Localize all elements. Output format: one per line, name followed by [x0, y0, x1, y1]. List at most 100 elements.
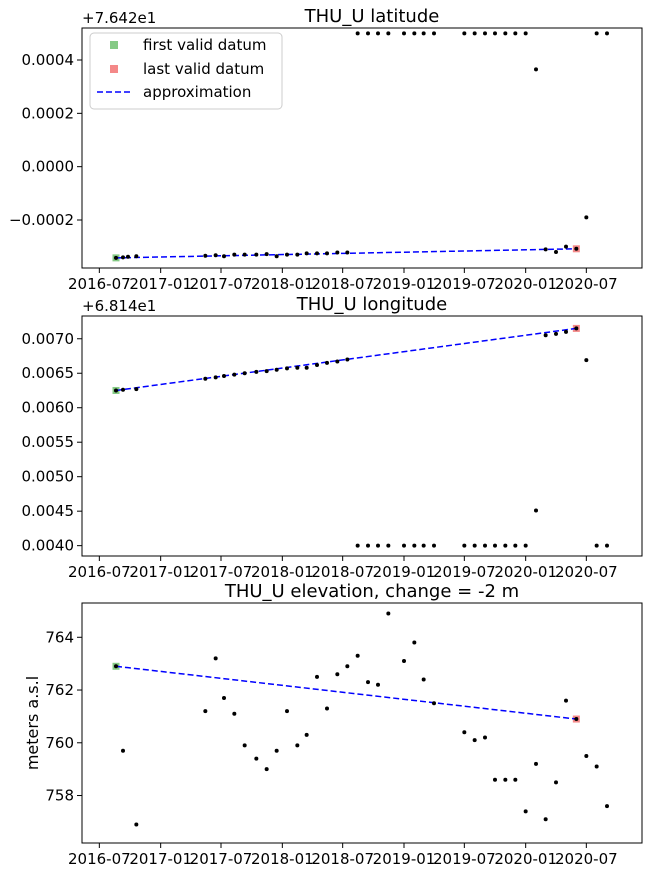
data-point — [432, 701, 436, 706]
data-point — [242, 743, 247, 748]
axes-frame — [81, 602, 643, 844]
y-tick-label: 0.0000 — [22, 158, 75, 176]
x-tick-label: 2019-01 — [373, 275, 436, 293]
data-point — [134, 254, 139, 259]
data-point — [574, 326, 579, 331]
data-point — [594, 764, 599, 769]
data-point — [483, 543, 487, 548]
data-point — [304, 365, 309, 370]
data-point — [335, 672, 340, 677]
chart-title: THU_U longitude — [296, 294, 447, 315]
x-tick-label: 2018-07 — [311, 275, 374, 293]
data-point — [523, 543, 528, 548]
data-point — [242, 252, 247, 257]
data-point — [232, 372, 237, 377]
data-point — [285, 366, 289, 371]
data-point — [134, 387, 139, 392]
data-point — [304, 732, 309, 737]
data-point — [402, 659, 406, 664]
data-point — [315, 362, 319, 367]
data-point — [421, 31, 426, 36]
data-point — [554, 250, 558, 254]
data-point — [213, 656, 218, 661]
data-point — [274, 254, 279, 259]
data-point — [554, 331, 558, 336]
data-point — [462, 543, 467, 548]
data-point — [264, 252, 269, 257]
data-point — [472, 543, 477, 548]
data-point — [513, 777, 518, 782]
data-point — [534, 761, 538, 766]
data-point — [402, 543, 406, 548]
data-point — [295, 252, 300, 257]
data-point — [315, 674, 319, 679]
data-point — [534, 508, 538, 513]
data-point — [503, 777, 508, 782]
y-tick-label: 0.0065 — [22, 364, 75, 382]
data-point — [325, 360, 329, 365]
data-point — [345, 250, 350, 255]
data-point — [203, 376, 208, 381]
data-point — [254, 252, 259, 257]
data-point — [366, 31, 370, 36]
data-point — [274, 367, 279, 372]
data-point — [412, 640, 417, 645]
data-point — [345, 357, 350, 362]
data-point — [594, 543, 599, 548]
data-point — [376, 543, 380, 548]
data-point — [366, 543, 370, 548]
y-tick-label: 0.0040 — [22, 537, 75, 555]
axes-frame — [81, 27, 643, 269]
y-tick-label: 0.0004 — [22, 51, 75, 69]
data-point — [386, 611, 391, 616]
x-tick-label: 2016-07 — [68, 850, 131, 868]
x-tick-label: 2019-01 — [373, 563, 436, 581]
data-point — [222, 374, 226, 378]
data-point — [472, 31, 477, 36]
y-tick-label: 762 — [45, 681, 74, 699]
x-tick-label: 2017-01 — [129, 275, 192, 293]
y-tick-label: 764 — [45, 628, 74, 646]
data-point — [402, 31, 406, 36]
x-tick-label: 2017-07 — [190, 850, 253, 868]
x-tick-label: 2017-01 — [129, 850, 192, 868]
data-point — [335, 250, 340, 255]
data-point — [126, 254, 130, 259]
data-point — [605, 804, 609, 809]
x-tick-label: 2017-07 — [190, 563, 253, 581]
data-point — [605, 543, 609, 548]
data-point — [462, 31, 467, 36]
data-point — [564, 329, 568, 334]
data-point — [432, 31, 436, 36]
data-point — [503, 31, 508, 36]
data-point — [304, 251, 309, 256]
y-tick-label: −0.0002 — [9, 211, 74, 229]
x-tick-label: 2016-07 — [68, 563, 131, 581]
y-tick-label: 0.0002 — [22, 104, 75, 122]
data-point — [232, 252, 237, 257]
legend-label: last valid datum — [143, 60, 264, 78]
data-point — [203, 709, 208, 714]
data-point — [285, 709, 289, 714]
data-point — [493, 543, 497, 548]
data-point — [386, 31, 391, 36]
y-tick-label: 758 — [45, 787, 74, 805]
data-point — [523, 809, 528, 814]
data-point — [213, 375, 218, 380]
data-point — [355, 31, 360, 36]
y-tick-label: 0.0045 — [22, 502, 75, 520]
data-point — [345, 664, 350, 669]
legend-last-swatch — [110, 65, 118, 73]
panel-1: 2016-072017-012017-072018-012018-072019-… — [9, 6, 643, 293]
x-tick-label: 2018-01 — [251, 563, 314, 581]
data-point — [386, 543, 391, 548]
data-point — [534, 67, 538, 72]
x-tick-label: 2016-07 — [68, 275, 131, 293]
x-tick-label: 2019-07 — [433, 563, 496, 581]
legend-first-swatch — [110, 41, 118, 49]
y-axis-label: meters a.s.l — [23, 676, 42, 770]
data-point — [203, 253, 208, 258]
data-point — [114, 255, 118, 260]
data-point — [554, 780, 558, 785]
